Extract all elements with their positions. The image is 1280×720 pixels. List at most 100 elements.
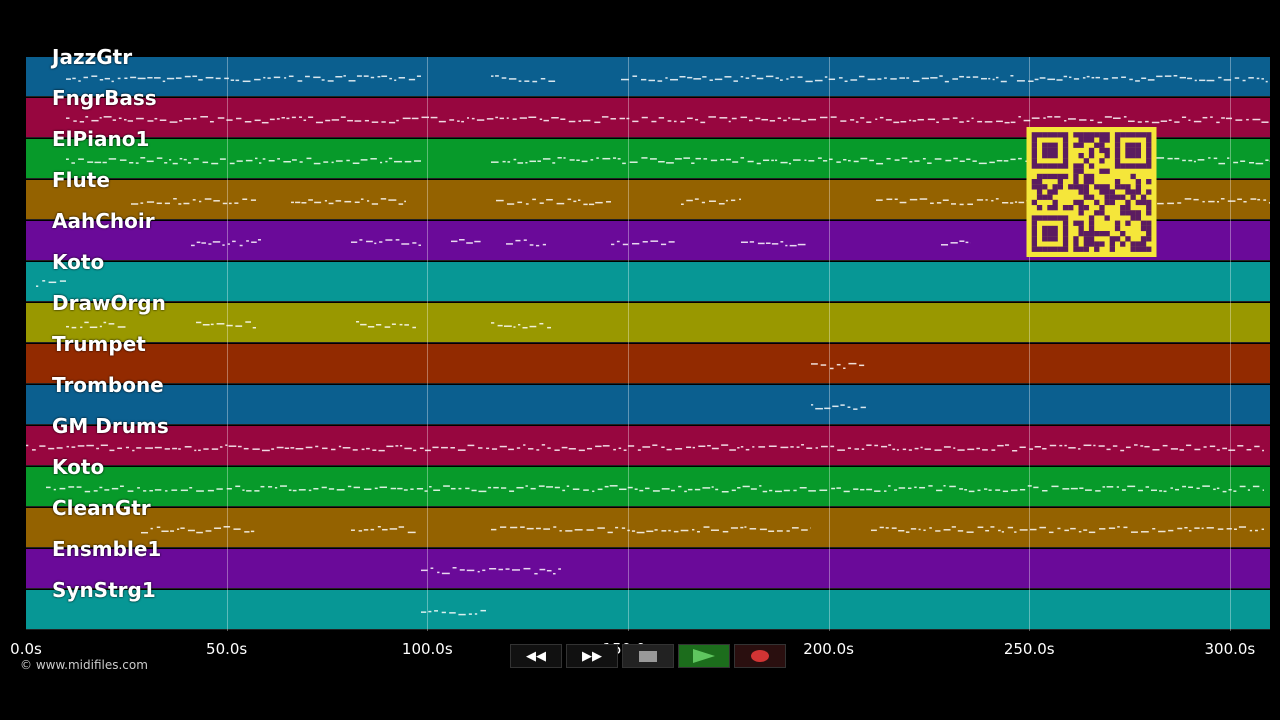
note-mark	[649, 158, 657, 160]
note-mark	[959, 203, 964, 206]
note-mark	[465, 487, 470, 490]
note-mark	[732, 161, 739, 163]
note-mark	[780, 79, 783, 81]
note-mark	[66, 445, 69, 448]
note-mark	[687, 117, 693, 120]
note-mark	[707, 444, 711, 447]
note-mark	[1216, 449, 1220, 451]
note-mark	[1123, 116, 1127, 118]
note-mark	[1216, 121, 1220, 124]
note-mark	[692, 446, 695, 449]
note-mark	[273, 76, 281, 79]
note-mark	[952, 78, 959, 80]
track-lane[interactable]: SynStrg1	[26, 578, 1270, 630]
note-mark	[619, 488, 627, 491]
note-mark	[506, 203, 515, 205]
note-mark	[666, 162, 674, 164]
track-lane[interactable]: Koto	[26, 455, 1270, 507]
rewind-button[interactable]: ◀◀	[510, 644, 562, 668]
note-mark	[32, 449, 36, 451]
note-mark	[149, 489, 153, 492]
note-mark	[908, 449, 912, 451]
note-mark	[762, 159, 770, 162]
stop-button[interactable]	[622, 644, 674, 668]
note-mark	[118, 117, 122, 120]
play-button[interactable]	[678, 644, 730, 668]
note-overlay	[26, 75, 1270, 616]
note-mark	[498, 568, 504, 571]
note-mark	[154, 117, 158, 120]
note-mark	[729, 449, 736, 451]
note-mark	[576, 159, 580, 162]
note-mark	[458, 487, 462, 490]
note-mark	[901, 157, 908, 160]
note-mark	[877, 78, 882, 80]
note-mark	[48, 281, 57, 284]
note-mark	[471, 489, 477, 492]
note-mark	[73, 120, 77, 122]
piano-roll[interactable]: JazzGtr FngrBass ElPiano1 Flute AahChoir Koto…	[26, 45, 1270, 631]
note-mark	[1079, 487, 1084, 489]
note-mark	[284, 77, 287, 79]
note-mark	[678, 485, 682, 488]
note-mark	[491, 322, 495, 324]
note-mark	[980, 77, 987, 80]
note-mark	[1039, 77, 1046, 79]
track-lane[interactable]: Koto	[26, 250, 1270, 302]
note-mark	[757, 242, 765, 245]
note-mark	[966, 531, 974, 533]
note-mark	[674, 158, 682, 160]
note-mark	[509, 490, 515, 492]
fast-forward-icon: ▶▶	[582, 648, 602, 664]
note-mark	[211, 448, 219, 450]
note-mark	[524, 80, 530, 82]
note-mark	[785, 244, 788, 247]
note-mark	[605, 201, 611, 203]
note-mark	[222, 202, 228, 205]
note-mark	[930, 77, 938, 79]
note-mark	[321, 486, 327, 489]
note-mark	[914, 447, 919, 450]
note-mark	[147, 76, 153, 79]
track-lane[interactable]: Trumpet	[26, 332, 1270, 384]
track-lane[interactable]: JazzGtr	[26, 45, 1270, 97]
fast-forward-button[interactable]: ▶▶	[566, 644, 618, 668]
note-mark	[879, 526, 884, 529]
note-mark	[1223, 79, 1232, 81]
note-mark	[817, 157, 822, 159]
note-mark	[884, 77, 887, 79]
track-lane[interactable]: CleanGtr	[26, 496, 1270, 548]
note-mark	[1174, 157, 1180, 160]
note-mark	[745, 448, 750, 451]
note-mark	[920, 446, 923, 449]
note-mark	[84, 490, 91, 493]
note-mark	[474, 240, 481, 243]
note-mark	[364, 119, 369, 122]
note-mark	[193, 117, 197, 120]
note-mark	[1188, 159, 1193, 162]
grid-line	[427, 57, 429, 631]
record-button[interactable]	[734, 644, 786, 668]
note-mark	[1151, 121, 1160, 124]
note-mark	[388, 199, 397, 201]
track-lane[interactable]: Ensmble1	[26, 537, 1270, 589]
note-mark	[1095, 490, 1101, 492]
note-mark	[59, 487, 66, 490]
note-mark	[557, 157, 562, 159]
note-mark	[836, 161, 841, 163]
note-mark	[1078, 448, 1081, 450]
note-mark	[1150, 489, 1157, 492]
note-mark	[553, 526, 557, 528]
note-mark	[553, 572, 556, 575]
note-mark	[306, 157, 312, 160]
note-mark	[207, 489, 214, 492]
note-mark	[100, 444, 108, 447]
note-mark	[808, 118, 817, 121]
note-mark	[276, 446, 284, 449]
track-lane[interactable]: Trombone	[26, 373, 1270, 425]
track-lane[interactable]: DrawOrgn	[26, 291, 1270, 343]
note-mark	[1206, 527, 1214, 529]
note-mark	[1073, 78, 1080, 80]
time-tick-label: 100.0s	[401, 640, 453, 658]
note-mark	[367, 326, 375, 328]
